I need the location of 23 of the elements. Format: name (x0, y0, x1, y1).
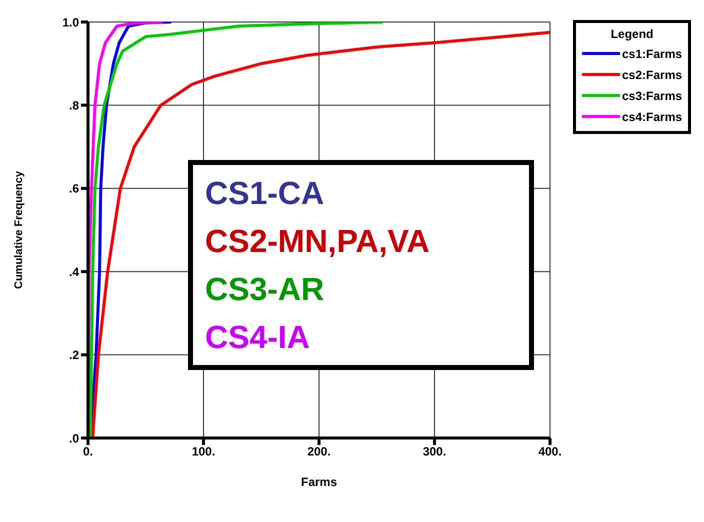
legend-title: Legend (610, 27, 654, 41)
y-tick-label: 1.0 (62, 15, 80, 30)
x-tick-label: 0. (82, 444, 94, 459)
y-axis-title: Cumulative Frequency (12, 170, 25, 289)
legend-label: cs2:Farms (622, 68, 682, 82)
y-tick-label: .0 (68, 431, 80, 446)
y-tick-label: .8 (68, 98, 80, 112)
y-tick-label: .2 (68, 348, 80, 362)
legend-label: cs1:Farms (622, 46, 682, 60)
line-series (91, 30, 550, 438)
y-tick-label: .4 (68, 264, 80, 279)
y-tick-label: .6 (68, 182, 80, 196)
annotation: CS4-IA (205, 318, 311, 357)
legend-label: cs4:Farms (622, 110, 682, 124)
x-tick-label: 200. (307, 444, 331, 459)
x-axis-title: Farms (300, 475, 338, 489)
x-tick-label: 300. (422, 444, 446, 459)
annotation: CS2-MN,PA,VA (205, 222, 431, 261)
annotation: CS3-AR (205, 270, 326, 309)
x-tick-label: 400. (538, 444, 562, 459)
legend-label: cs3:Farms (622, 88, 682, 102)
x-tick-label: 100. (192, 444, 216, 459)
annotation: CS1-CA (205, 174, 326, 213)
